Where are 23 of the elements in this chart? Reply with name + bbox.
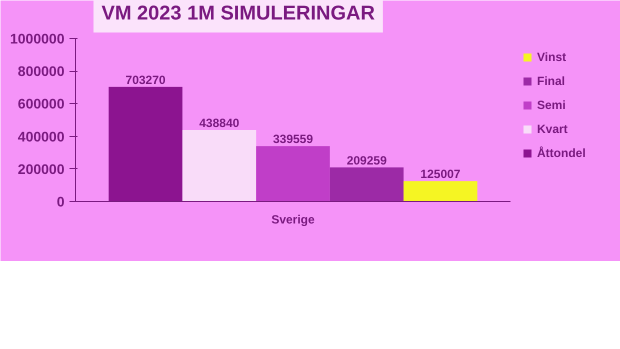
y-tick-label: 200000	[18, 160, 65, 177]
y-tick-label: 800000	[18, 63, 65, 80]
legend-label: Vinst	[537, 50, 566, 64]
legend-label: Kvart	[537, 122, 568, 136]
data-label: 209259	[346, 153, 388, 168]
legend-label: Åttondel	[537, 146, 586, 160]
bar	[108, 86, 182, 202]
bar	[404, 181, 478, 202]
data-label: 703270	[126, 72, 166, 87]
y-tick-label: 0	[56, 194, 65, 210]
x-tick-label: Sverige	[271, 212, 316, 226]
bar	[182, 130, 256, 202]
bar	[256, 146, 330, 202]
data-label: 339559	[272, 132, 314, 146]
y-tick-label: 600000	[18, 96, 65, 112]
legend-label: Final	[537, 74, 566, 88]
bar	[330, 167, 404, 202]
data-label: 438840	[199, 116, 240, 130]
data-label: 125007	[420, 167, 461, 182]
y-tick-label: 400000	[18, 128, 65, 144]
chart-title: VM 2023 1M SIMULERINGAR	[102, 2, 376, 24]
legend-label: Semi	[537, 98, 566, 112]
y-tick-label: 1000000	[10, 30, 65, 46]
